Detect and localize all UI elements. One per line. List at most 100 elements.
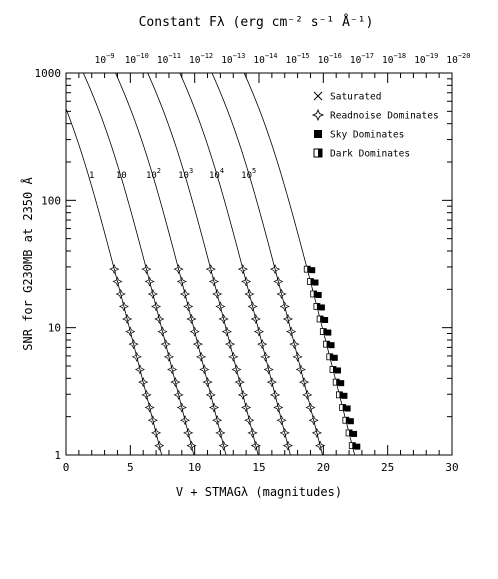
readnoise-marker — [273, 402, 284, 413]
top-flux-label: 10−12 — [189, 52, 213, 66]
readnoise-marker — [250, 313, 261, 325]
sky-marker — [341, 392, 348, 399]
readnoise-marker — [154, 440, 165, 451]
readnoise-marker — [244, 415, 255, 426]
top-axis-title: Constant Fλ (erg cm⁻² s⁻¹ Å⁻¹) — [139, 14, 374, 30]
sky-marker — [344, 405, 351, 412]
snr-curve — [115, 72, 227, 456]
snr-curve — [83, 72, 195, 456]
readnoise-marker — [208, 276, 220, 287]
top-flux-label: 10−13 — [221, 52, 245, 66]
readnoise-marker — [147, 415, 158, 426]
readnoise-marker — [122, 313, 133, 325]
readnoise-marker — [270, 389, 281, 400]
dark-marker-fill — [307, 266, 311, 273]
sky-marker — [331, 354, 338, 361]
y-tick-label: 100 — [41, 194, 61, 207]
top-flux-label: 10−14 — [253, 52, 277, 66]
readnoise-marker — [292, 351, 303, 362]
curve-labels: 1 10 102 103 104 105 — [89, 167, 256, 181]
snr-curve — [65, 108, 163, 456]
dark-marker-fill — [326, 341, 330, 348]
sky-marker — [328, 342, 335, 349]
readnoise-marker — [282, 313, 294, 325]
readnoise-marker — [218, 313, 229, 325]
x-tick-label: 0 — [63, 461, 70, 474]
readnoise-marker — [253, 326, 265, 337]
legend-dark-icon-fill — [318, 149, 322, 157]
sky-marker — [312, 279, 319, 286]
readnoise-marker — [192, 339, 203, 350]
readnoise-marker — [147, 288, 158, 300]
readnoise-marker — [289, 339, 300, 350]
sky-marker — [318, 304, 325, 311]
readnoise-marker — [276, 288, 287, 300]
readnoise-marker — [250, 440, 261, 451]
readnoise-marker — [228, 351, 239, 362]
readnoise-marker — [263, 364, 274, 375]
readnoise-marker — [311, 427, 322, 438]
readnoise-marker — [315, 440, 326, 451]
readnoise-marker — [237, 264, 248, 275]
readnoise-marker — [270, 264, 281, 275]
readnoise-marker — [282, 440, 294, 451]
sky-marker — [334, 367, 341, 374]
y-tick-labels: 1 10 100 1000 — [35, 67, 62, 462]
readnoise-marker — [144, 276, 155, 287]
readnoise-marker — [167, 364, 178, 375]
readnoise-marker — [183, 301, 194, 312]
top-flux-label: 10−20 — [446, 52, 470, 66]
readnoise-marker — [112, 276, 123, 287]
sky-marker — [347, 418, 354, 425]
readnoise-marker — [196, 351, 207, 362]
sky-marker — [354, 443, 361, 450]
legend-label: Readnoise Dominates — [330, 111, 439, 122]
readnoise-marker — [295, 364, 306, 375]
x-tick-label: 25 — [381, 461, 394, 474]
y-axis-title: SNR for G230MB at 2350 Å — [20, 177, 35, 351]
readnoise-marker — [279, 301, 290, 312]
readnoise-marker — [109, 264, 120, 275]
readnoise-marker — [221, 326, 232, 337]
readnoise-marker — [160, 339, 171, 350]
readnoise-marker — [173, 389, 184, 400]
readnoise-marker — [141, 264, 152, 275]
snr-curve — [211, 72, 324, 456]
curve-markers — [109, 264, 361, 451]
readnoise-marker — [244, 288, 255, 300]
legend-readnoise-icon — [311, 108, 325, 122]
readnoise-marker — [179, 288, 191, 300]
readnoise-marker — [157, 326, 168, 337]
readnoise-marker — [212, 288, 223, 300]
readnoise-marker — [205, 264, 216, 275]
dark-marker-fill — [313, 290, 317, 297]
readnoise-marker — [286, 326, 297, 337]
readnoise-marker — [134, 364, 146, 375]
readnoise-marker — [257, 339, 268, 350]
readnoise-marker — [176, 276, 187, 287]
readnoise-marker — [215, 301, 226, 312]
readnoise-marker — [186, 313, 197, 325]
sky-marker — [338, 380, 345, 387]
readnoise-marker — [231, 364, 242, 375]
readnoise-marker — [276, 415, 287, 426]
curve-label: 10 — [116, 171, 127, 181]
curve-label: 1 — [89, 171, 94, 181]
readnoise-marker — [199, 364, 210, 375]
dark-marker-fill — [349, 429, 353, 436]
legend-saturated-icon — [313, 91, 323, 101]
top-flux-label: 10−11 — [157, 52, 181, 66]
readnoise-marker — [205, 389, 216, 400]
x-tick-label: 30 — [445, 461, 458, 474]
readnoise-marker — [163, 351, 174, 362]
readnoise-marker — [212, 415, 223, 426]
readnoise-marker — [241, 276, 252, 287]
readnoise-marker — [247, 427, 258, 438]
readnoise-marker — [241, 402, 252, 413]
legend-label: Dark Dominates — [330, 149, 410, 160]
readnoise-marker — [173, 264, 184, 275]
curve-label: 104 — [209, 167, 224, 181]
readnoise-marker — [279, 427, 290, 438]
dark-marker-fill — [323, 328, 327, 335]
readnoise-marker — [305, 402, 316, 413]
